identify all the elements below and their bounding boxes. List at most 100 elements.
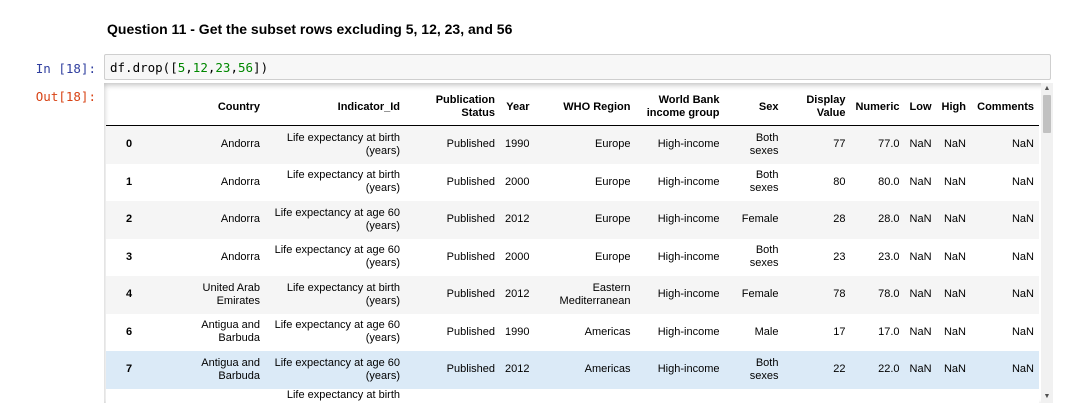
cell-sex: Both sexes [749, 356, 779, 382]
cell-country: Antigua and Barbuda [201, 356, 260, 382]
cell-publication-status: Published [446, 325, 495, 338]
cell-world-bank-income-group: High-income [657, 288, 720, 301]
table-row[interactable]: 2 Andorra Life expectancy at age 60 (years… [106, 201, 1039, 239]
cell-low: NaN [909, 288, 932, 301]
cell-display-value: 80 [833, 175, 846, 188]
cell-year: 1990 [505, 138, 530, 151]
cell-high: NaN [943, 213, 966, 226]
table-row[interactable]: 7 Antigua and Barbuda Life expectancy at a… [106, 351, 1039, 389]
row-index: 3 [125, 250, 133, 263]
column-header-display-value: Display Value [783, 89, 851, 126]
cell-comments: NaN [1011, 288, 1034, 301]
code-cell[interactable]: df.drop([5,12,23,56]) [104, 54, 1051, 80]
row-index: 7 [125, 363, 133, 376]
cell-country: Andorra [220, 175, 260, 188]
cell-numeric: 23.0 [878, 250, 900, 263]
cell-high: NaN [943, 363, 966, 376]
code-comma-2: , [207, 60, 216, 75]
cell-indicator-id: Life expectancy at age 60 (years) [274, 244, 400, 270]
cell-low: NaN [909, 250, 932, 263]
cell-empty [937, 389, 971, 404]
cell-year: 2012 [505, 213, 530, 226]
column-header-high: High [936, 89, 971, 126]
cell-empty [635, 389, 724, 404]
cell-indicator-id: Life expectancy at birth (years) [286, 131, 400, 157]
cell-sex: Both sexes [749, 244, 779, 270]
output-scrollbar[interactable]: ▲ ▼ [1041, 83, 1053, 403]
cell-sex: Female [741, 213, 779, 226]
column-header-index [106, 89, 152, 126]
cell-display-value: 22 [833, 363, 846, 376]
table-row[interactable]: 3 Andorra Life expectancy at age 60 (years… [106, 238, 1039, 276]
cell-numeric: 17.0 [878, 325, 900, 338]
cell-who-region: Europe [595, 138, 631, 151]
cell-empty [971, 389, 1039, 404]
cell-indicator-id: Life expectancy at birth (years) [286, 281, 400, 307]
cell-who-region: Europe [595, 175, 631, 188]
cell-year: 2012 [505, 288, 530, 301]
cell-country: United Arab Emirates [202, 281, 260, 307]
cell-country: Andorra [220, 138, 260, 151]
cell-display-value: 78 [833, 288, 846, 301]
column-header-world-bank-income-group: World Bank income group [635, 89, 725, 126]
table-row-partial[interactable]: Life expectancy at birth [106, 388, 1039, 404]
cell-numeric: 22.0 [878, 363, 900, 376]
code-comma-1: , [185, 60, 193, 75]
cell-display-value: 17 [833, 325, 846, 338]
table-row[interactable]: 1 Andorra Life expectancy at birth (years)… [106, 163, 1039, 201]
cell-country: Andorra [220, 213, 260, 226]
cell-publication-status: Published [446, 288, 495, 301]
cell-publication-status: Published [446, 363, 495, 376]
table-header-row: Country Indicator_Id Publication Status Yea… [106, 89, 1039, 126]
column-header-who-region: WHO Region [534, 89, 636, 126]
output-prompt: Out[18]: [35, 89, 96, 104]
cell-comments: NaN [1011, 213, 1034, 226]
table-row[interactable]: 4 United Arab Emirates Life expectancy at … [106, 276, 1039, 314]
cell-high: NaN [943, 250, 966, 263]
scroll-down-arrow-icon[interactable]: ▼ [1043, 393, 1051, 400]
table-row[interactable]: 6 Antigua and Barbuda Life expectancy at a… [106, 313, 1039, 351]
cell-numeric: 28.0 [878, 213, 900, 226]
scrollbar-thumb[interactable] [1043, 95, 1051, 133]
cell-display-value: 23 [833, 250, 846, 263]
cell-publication-status: Published [446, 138, 495, 151]
column-header-low: Low [904, 89, 937, 126]
output-area[interactable]: Country Indicator_Id Publication Status Yea… [104, 83, 1053, 403]
row-index: 2 [125, 213, 133, 226]
cell-who-region: Eastern Mediterranean [559, 281, 631, 307]
cell-comments: NaN [1011, 175, 1034, 188]
row-index: 4 [125, 288, 133, 301]
cell-comments: NaN [1011, 325, 1034, 338]
cell-empty [405, 389, 500, 404]
cell-who-region: Europe [595, 213, 631, 226]
cell-comments: NaN [1011, 138, 1034, 151]
table-row[interactable]: 0 Andorra Life expectancy at birth (years)… [106, 125, 1039, 164]
column-header-numeric: Numeric [850, 89, 905, 126]
table-body: 0 Andorra Life expectancy at birth (years)… [106, 125, 1039, 404]
column-header-year: Year [500, 89, 535, 126]
cell-sex: Female [741, 288, 779, 301]
row-index: 0 [125, 138, 133, 151]
markdown-heading: Question 11 - Get the subset rows exclud… [107, 21, 513, 37]
cell-display-value: 77 [833, 138, 846, 151]
cell-country: Antigua and Barbuda [201, 319, 260, 345]
cell-year: 2000 [505, 250, 530, 263]
column-header-indicator-id: Indicator_Id [265, 89, 405, 126]
column-header-sex: Sex [724, 89, 784, 126]
code-text[interactable]: df.drop([5,12,23,56]) [110, 60, 268, 75]
input-prompt: In [18]: [35, 61, 96, 76]
cell-world-bank-income-group: High-income [657, 138, 720, 151]
cell-world-bank-income-group: High-income [657, 325, 720, 338]
scroll-up-arrow-icon[interactable]: ▲ [1043, 85, 1051, 92]
cell-world-bank-income-group: High-income [657, 213, 720, 226]
code-number-3: 23 [215, 60, 231, 75]
cell-country: Andorra [220, 250, 260, 263]
cell-empty [724, 389, 783, 404]
cell-high: NaN [943, 325, 966, 338]
cell-who-region: Americas [584, 363, 631, 376]
cell-empty [106, 389, 152, 404]
cell-world-bank-income-group: High-income [657, 250, 720, 263]
cell-publication-status: Published [446, 213, 495, 226]
column-header-country: Country [152, 89, 265, 126]
cell-year: 2012 [505, 363, 530, 376]
